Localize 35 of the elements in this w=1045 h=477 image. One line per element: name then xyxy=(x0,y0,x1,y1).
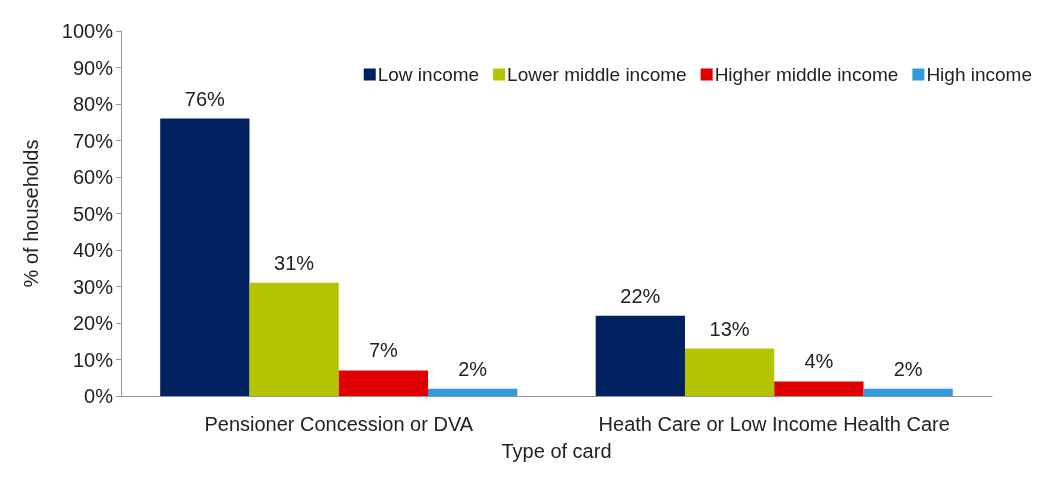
bar xyxy=(428,388,518,396)
legend-label: High income xyxy=(926,64,1033,85)
y-tick-label: 70% xyxy=(72,129,114,152)
y-tick-label: 40% xyxy=(72,239,114,261)
bar xyxy=(595,315,685,396)
bar xyxy=(863,388,953,396)
legend-label: Lower middle income xyxy=(507,64,687,85)
y-tick-label: 0% xyxy=(84,385,114,407)
y-tick-label: 90% xyxy=(72,56,114,79)
data-label: 76% xyxy=(184,87,226,110)
y-tick-label: 20% xyxy=(72,312,114,334)
x-axis-title: Type of card xyxy=(501,440,612,462)
y-tick-label: 10% xyxy=(72,348,114,371)
bar xyxy=(774,381,864,396)
data-label: 13% xyxy=(709,317,750,340)
legend-label: Low income xyxy=(377,64,480,85)
data-label: 31% xyxy=(274,251,315,274)
data-label: 22% xyxy=(620,284,661,307)
legend-label: Higher middle income xyxy=(714,64,899,85)
data-label: 7% xyxy=(368,339,399,362)
y-axis-title: % of households xyxy=(20,139,42,288)
data-label: 2% xyxy=(458,357,488,380)
y-tick-label: 50% xyxy=(72,202,114,225)
x-tick-label: Heath Care or Low Income Health Care xyxy=(598,413,950,435)
bar xyxy=(338,370,429,396)
y-tick-label: 30% xyxy=(72,275,114,298)
bar xyxy=(160,118,250,396)
y-tick-label: 60% xyxy=(72,166,114,188)
bar xyxy=(684,348,775,396)
y-tick-label: 80% xyxy=(72,93,114,115)
data-label: 4% xyxy=(804,350,834,373)
y-tick-label: 100% xyxy=(61,20,114,42)
x-tick-label: Pensioner Concession or DVA xyxy=(204,413,474,435)
data-label: 2% xyxy=(893,357,923,380)
bar xyxy=(249,282,339,396)
